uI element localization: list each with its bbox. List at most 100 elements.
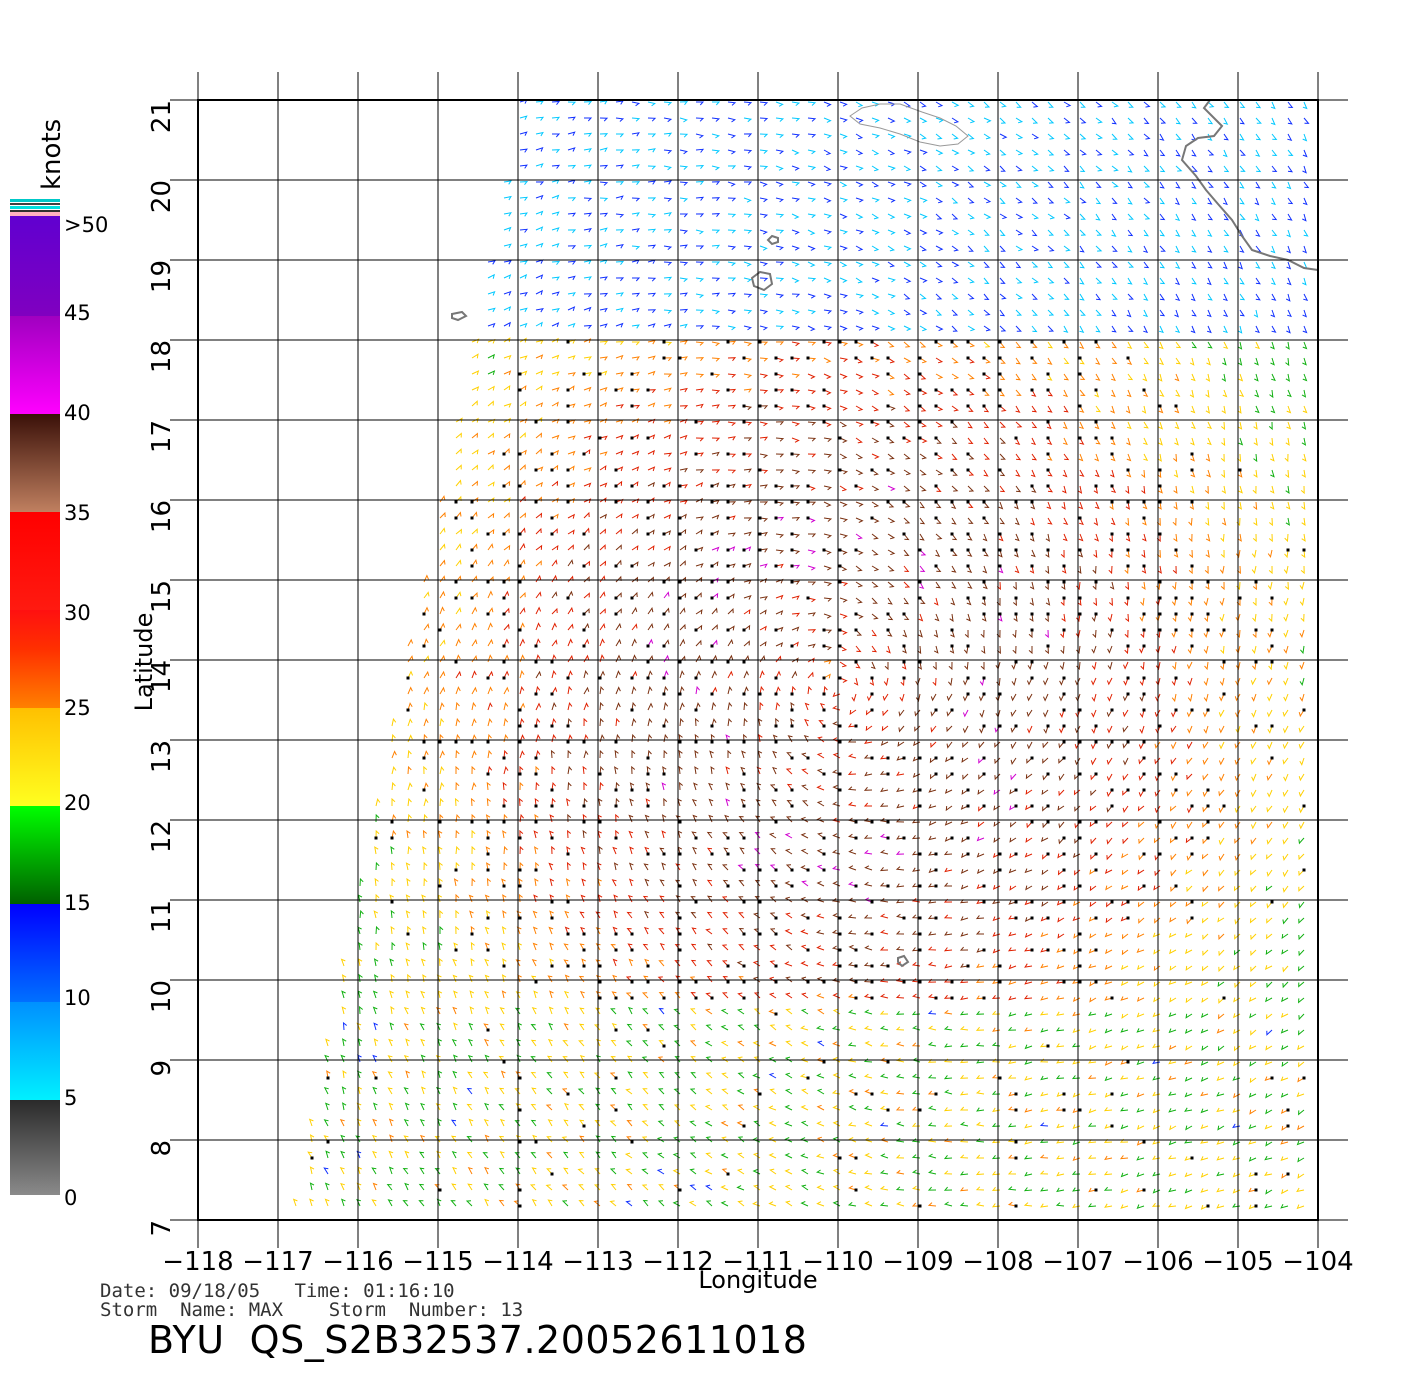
rain-flag-dot	[790, 388, 794, 392]
wind-barb	[1127, 165, 1133, 173]
wind-barb	[563, 1119, 569, 1127]
wind-barb	[519, 355, 528, 360]
wind-barb	[1061, 565, 1067, 574]
rain-flag-dot	[1014, 612, 1018, 616]
rain-flag-dot	[982, 676, 986, 680]
wind-barb	[759, 197, 768, 203]
wind-barb	[1063, 405, 1069, 413]
wind-barb	[999, 453, 1006, 460]
wind-barb	[1153, 901, 1161, 908]
wind-barb	[599, 386, 608, 392]
rain-flag-dot	[774, 356, 778, 360]
wind-barb	[583, 448, 591, 455]
wind-barb	[535, 163, 544, 168]
rain-flag-dot	[1094, 820, 1098, 824]
wind-barb	[756, 766, 762, 775]
wind-barb	[1072, 1011, 1081, 1017]
wind-barb	[471, 622, 477, 631]
rain-flag-dot	[1030, 756, 1034, 760]
wind-barb	[615, 797, 620, 807]
wind-barb	[1186, 805, 1193, 814]
wind-barb	[1015, 437, 1021, 445]
wind-barb	[935, 261, 943, 268]
wind-barb	[372, 1150, 377, 1159]
wind-barb	[1008, 964, 1017, 970]
wind-barb	[962, 709, 969, 718]
rain-flag-dot	[518, 868, 522, 872]
wind-barb	[675, 863, 681, 871]
wind-barb	[647, 622, 654, 631]
rain-flag-dot	[838, 740, 842, 744]
wind-barb	[722, 912, 729, 919]
wind-barb	[887, 165, 896, 171]
rain-flag-dot	[678, 916, 682, 920]
rain-flag-dot	[1158, 484, 1162, 488]
wind-barb	[546, 1168, 553, 1175]
wind-barb	[1127, 197, 1133, 205]
wind-barb	[1282, 901, 1289, 909]
wind-barb	[371, 1071, 377, 1079]
wind-barb	[695, 670, 701, 679]
wind-barb	[961, 789, 969, 795]
wind-barb	[823, 581, 833, 587]
wind-barb	[951, 261, 960, 268]
wind-barb	[816, 785, 825, 791]
rain-flag-dot	[678, 596, 682, 600]
wind-barb	[1233, 1045, 1241, 1052]
rain-flag-dot	[534, 772, 538, 776]
wind-barb	[999, 101, 1007, 108]
wind-barb	[1303, 293, 1309, 301]
wind-barb	[769, 1168, 777, 1175]
wind-barb	[455, 813, 460, 823]
rain-flag-dot	[598, 676, 602, 680]
rain-flag-dot	[1046, 548, 1050, 552]
wind-barb	[871, 645, 878, 653]
wind-barb	[663, 323, 672, 329]
wind-barb	[919, 373, 927, 380]
wind-barb	[503, 765, 509, 775]
colorbar-tick-label: 15	[64, 891, 91, 915]
wind-barb	[583, 669, 589, 679]
wind-barb	[1152, 1075, 1161, 1081]
wind-barb	[1235, 677, 1241, 686]
rain-flag-dot	[1222, 804, 1226, 808]
rain-flag-dot	[518, 1140, 522, 1144]
wind-barb	[1185, 837, 1193, 844]
wind-barb	[595, 1087, 601, 1095]
wind-barb	[871, 485, 880, 492]
wind-barb	[884, 662, 889, 671]
wind-barb	[928, 851, 937, 856]
wind-barb	[1138, 741, 1145, 750]
wind-barb	[959, 946, 969, 951]
wind-barb	[519, 542, 526, 551]
wind-barb	[1252, 581, 1257, 591]
wind-barb	[679, 544, 687, 551]
wind-barb	[1205, 533, 1211, 542]
x-tick-label: −109	[882, 1247, 953, 1277]
wind-barb	[1186, 773, 1193, 781]
wind-barb	[581, 878, 586, 887]
wind-barb	[912, 1025, 921, 1031]
wind-barb	[917, 661, 923, 670]
wind-barb	[1043, 677, 1049, 686]
wind-barb	[503, 845, 508, 855]
rain-flag-dot	[1158, 820, 1162, 824]
wind-barb	[1095, 309, 1102, 316]
wind-barb	[831, 1025, 841, 1031]
wind-barb	[1158, 341, 1164, 350]
rain-flag-dot	[1062, 1108, 1066, 1112]
wind-barb	[1154, 773, 1161, 782]
wind-barb	[487, 307, 496, 313]
wind-barb	[551, 149, 561, 154]
wind-barb	[832, 849, 841, 855]
wind-barb	[720, 1185, 729, 1191]
rain-flag-dot	[1302, 548, 1306, 552]
wind-barb	[743, 373, 753, 379]
wind-barb	[1125, 405, 1131, 414]
wind-barb	[1057, 869, 1065, 876]
wind-barb	[1079, 181, 1085, 189]
wind-barb	[864, 1041, 873, 1047]
wind-barb	[1298, 837, 1305, 845]
wind-barb	[967, 389, 975, 396]
wind-barb	[469, 910, 474, 919]
